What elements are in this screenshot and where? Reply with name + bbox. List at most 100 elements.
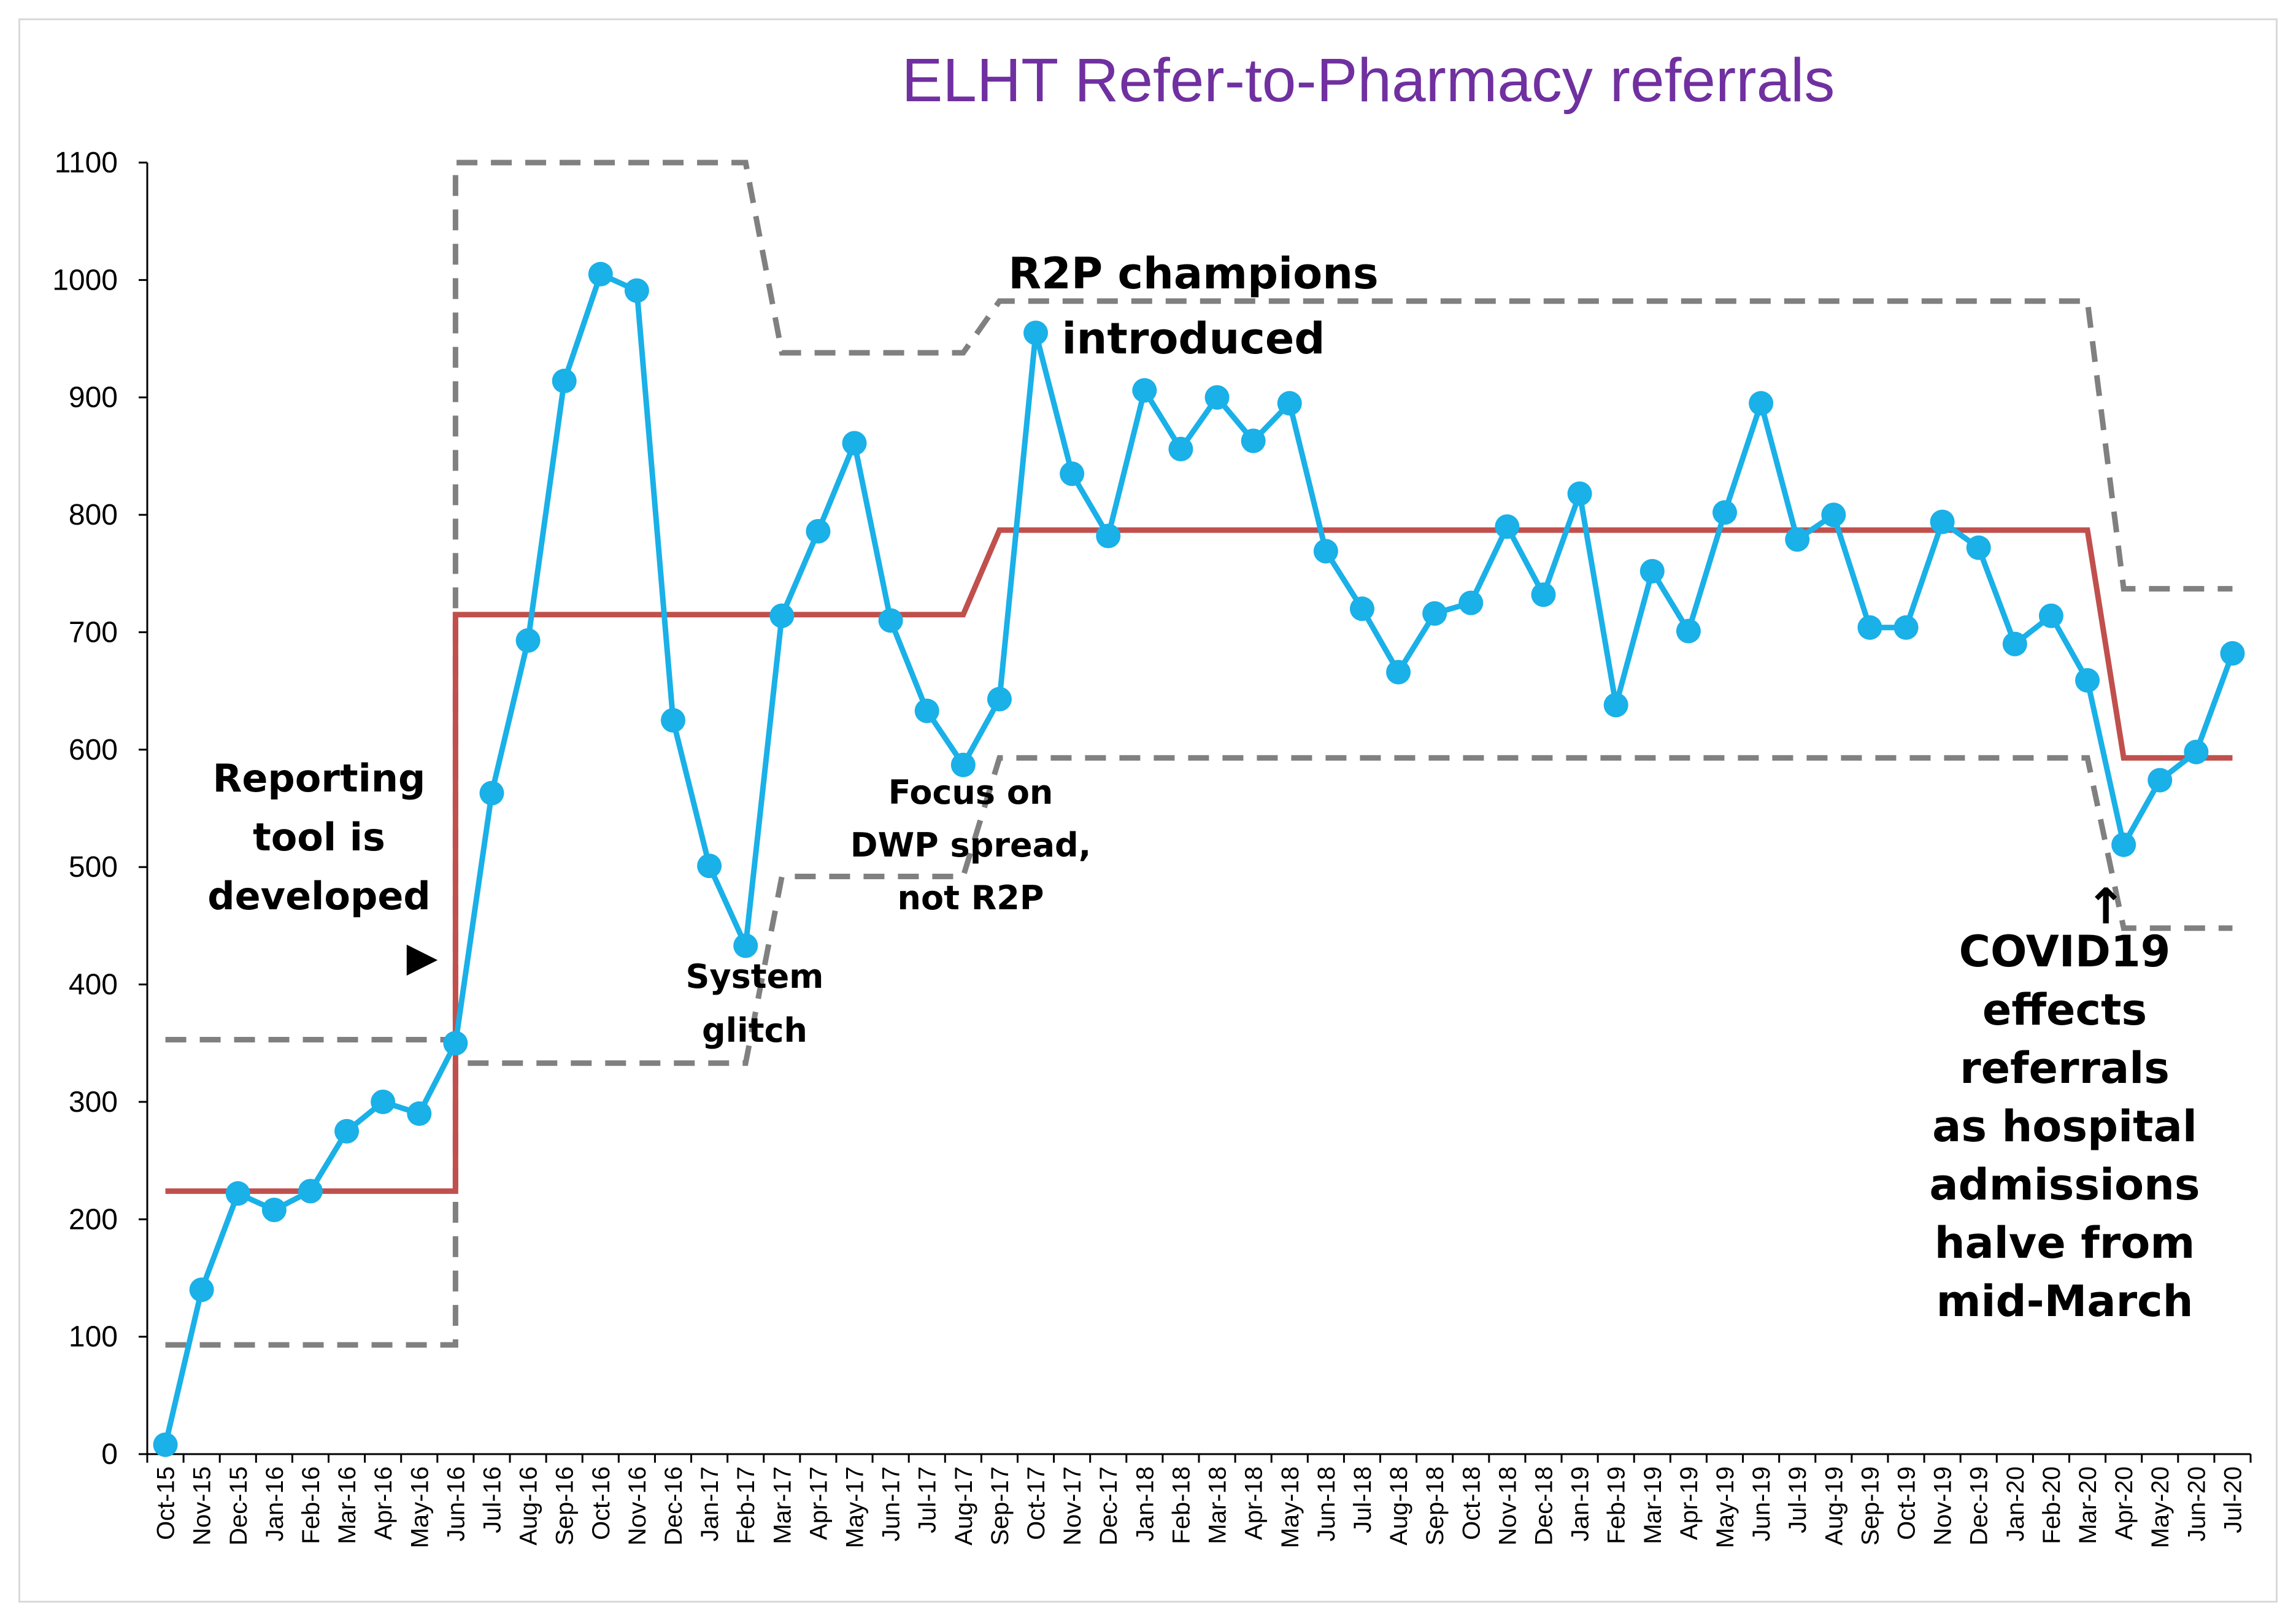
data-point bbox=[1132, 378, 1157, 403]
lower-control-limit-line bbox=[165, 755, 2233, 1348]
annotation-up-arrow: ↑ bbox=[2085, 878, 2126, 935]
data-point bbox=[697, 853, 722, 879]
x-tick-label: Oct-18 bbox=[1458, 1466, 1485, 1540]
x-tick-label: Nov-15 bbox=[189, 1466, 216, 1546]
control-limits bbox=[165, 160, 2233, 1348]
y-tick-label: 500 bbox=[69, 851, 118, 884]
data-point bbox=[334, 1119, 360, 1144]
annotation-arrow-marker: ▶ bbox=[407, 933, 438, 980]
data-point bbox=[1676, 618, 1701, 644]
x-axis-ticks: Oct-15 Nov-15 Dec-15 Jan-16 Feb-16 Mar-16 Apr-… bbox=[146, 1454, 2252, 1548]
data-point bbox=[1060, 461, 1085, 487]
data-point bbox=[1531, 582, 1556, 607]
data-point bbox=[1930, 509, 1955, 534]
x-tick-label: Jun-17 bbox=[878, 1466, 905, 1541]
y-tick-label: 700 bbox=[69, 616, 118, 649]
data-point bbox=[1893, 615, 1919, 640]
data-point bbox=[842, 431, 867, 456]
x-tick-label: Jun-16 bbox=[442, 1466, 469, 1541]
x-tick-label: Jul-20 bbox=[2219, 1466, 2246, 1533]
data-point bbox=[552, 368, 577, 393]
y-tick-label: 0 bbox=[101, 1438, 118, 1471]
data-point bbox=[1168, 436, 1193, 461]
x-tick-label: May-17 bbox=[842, 1466, 869, 1548]
data-point bbox=[1712, 500, 1737, 525]
annotation-focus-dwp: Focus on DWP spread, not R2P bbox=[850, 773, 1091, 917]
data-point bbox=[2002, 631, 2027, 656]
data-point bbox=[1313, 539, 1338, 564]
data-point bbox=[2038, 603, 2063, 628]
data-point bbox=[189, 1277, 214, 1303]
data-point bbox=[1458, 590, 1484, 615]
x-tick-label: Sep-19 bbox=[1857, 1466, 1884, 1546]
data-point bbox=[2075, 668, 2100, 693]
x-tick-label: Apr-19 bbox=[1676, 1466, 1703, 1540]
y-tick-label: 300 bbox=[69, 1086, 118, 1119]
data-point bbox=[2148, 768, 2173, 793]
x-tick-label: Feb-18 bbox=[1168, 1466, 1195, 1544]
y-tick-label: 1000 bbox=[52, 264, 118, 296]
data-point bbox=[1567, 481, 1592, 506]
x-tick-label: Aug-17 bbox=[950, 1466, 977, 1546]
y-tick-label: 1100 bbox=[55, 147, 118, 179]
x-tick-label: Nov-19 bbox=[1930, 1466, 1957, 1546]
x-tick-label: Oct-16 bbox=[588, 1466, 615, 1540]
y-tick-label: 800 bbox=[69, 499, 118, 531]
data-point bbox=[1023, 320, 1049, 345]
x-tick-label: Feb-20 bbox=[2038, 1466, 2065, 1544]
x-tick-label: Nov-16 bbox=[624, 1466, 651, 1546]
data-point bbox=[1639, 558, 1665, 583]
data-point bbox=[515, 628, 541, 653]
referrals-line bbox=[163, 271, 2235, 1446]
x-tick-label: Jan-17 bbox=[696, 1466, 723, 1541]
data-point bbox=[2184, 739, 2209, 764]
data-point bbox=[407, 1101, 432, 1126]
x-tick-label: Oct-17 bbox=[1023, 1466, 1050, 1540]
x-tick-label: Jul-19 bbox=[1784, 1466, 1811, 1533]
x-tick-label: Jan-18 bbox=[1131, 1466, 1158, 1541]
data-point bbox=[987, 687, 1012, 712]
x-tick-label: Apr-16 bbox=[370, 1466, 397, 1540]
x-tick-label: Mar-20 bbox=[2074, 1466, 2101, 1544]
data-point bbox=[878, 608, 903, 633]
x-tick-label: Aug-18 bbox=[1385, 1466, 1412, 1546]
data-point bbox=[225, 1181, 250, 1206]
x-tick-label: May-16 bbox=[406, 1466, 433, 1548]
y-tick-label: 400 bbox=[69, 969, 118, 1001]
x-tick-label: Oct-15 bbox=[153, 1466, 180, 1540]
x-tick-label: Dec-19 bbox=[1966, 1466, 1993, 1546]
data-point bbox=[806, 518, 831, 544]
data-point bbox=[1096, 523, 1121, 549]
data-point bbox=[1857, 615, 1882, 640]
x-tick-label: Nov-18 bbox=[1494, 1466, 1521, 1546]
x-tick-label: May-19 bbox=[1712, 1466, 1739, 1548]
upper-control-limit-line bbox=[165, 160, 2233, 1042]
data-point bbox=[733, 933, 758, 958]
data-point bbox=[1821, 502, 1846, 528]
data-point bbox=[1495, 514, 1520, 539]
data-point bbox=[624, 278, 649, 303]
data-point bbox=[1204, 385, 1230, 410]
data-point bbox=[1277, 391, 1302, 416]
x-tick-label: Jan-20 bbox=[2002, 1466, 2029, 1541]
data-point bbox=[261, 1197, 287, 1222]
x-tick-label: Mar-18 bbox=[1204, 1466, 1231, 1544]
annotation-system-glitch: System glitch bbox=[686, 957, 824, 1050]
x-tick-label: May-18 bbox=[1277, 1466, 1304, 1548]
mean-line bbox=[165, 527, 2233, 1194]
x-tick-label: Apr-18 bbox=[1241, 1466, 1268, 1540]
x-tick-label: Oct-19 bbox=[1893, 1466, 1920, 1540]
x-tick-label: Sep-16 bbox=[552, 1466, 579, 1546]
x-tick-label: Mar-16 bbox=[334, 1466, 361, 1544]
x-tick-label: Dec-18 bbox=[1530, 1466, 1557, 1546]
annotations: Reporting tool is developed ▶ System glitch Fo… bbox=[207, 248, 2200, 1326]
referrals-series bbox=[153, 261, 2245, 1457]
x-tick-label: Dec-17 bbox=[1095, 1466, 1122, 1546]
data-point bbox=[769, 603, 795, 628]
x-tick-label: Nov-17 bbox=[1059, 1466, 1086, 1546]
data-point bbox=[1603, 693, 1628, 718]
data-point bbox=[1749, 391, 1774, 416]
x-tick-label: Feb-16 bbox=[298, 1466, 325, 1544]
data-point bbox=[2220, 641, 2245, 666]
x-tick-label: Apr-20 bbox=[2111, 1466, 2138, 1540]
